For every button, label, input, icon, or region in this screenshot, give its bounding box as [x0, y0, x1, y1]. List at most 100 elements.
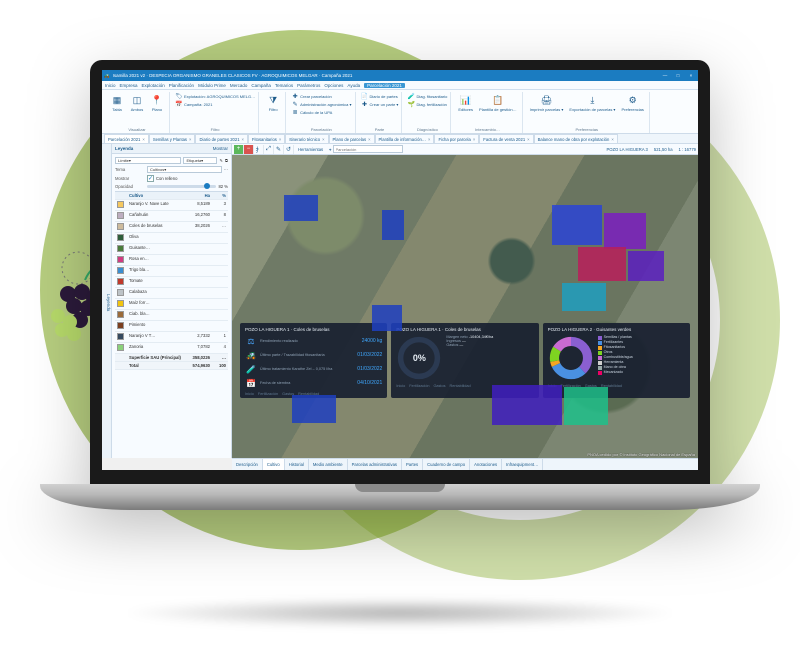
ribbon-line[interactable]: ✎Administración agronómica ▾	[291, 100, 351, 108]
ribbon-line[interactable]: ✚Crear parcelación	[291, 92, 351, 100]
table-row[interactable]: Ciab. bla…	[115, 310, 228, 321]
map-parcel[interactable]	[564, 387, 608, 425]
map-tool-button[interactable]: ⤢	[264, 145, 274, 154]
kpi-tab[interactable]: Inicio	[245, 392, 254, 396]
table-row[interactable]: Naranjo V. Nave Late8,51893	[115, 200, 228, 211]
menu-campaña[interactable]: Campaña	[251, 83, 271, 88]
doctab[interactable]: Parcelación 2021×	[104, 134, 149, 143]
kpi-tab[interactable]: Inicio	[396, 384, 405, 388]
menu-empresa[interactable]: Empresa	[120, 83, 138, 88]
ribbon-line[interactable]: 📅Campaña: 2021	[175, 100, 255, 108]
tema-select[interactable]: Cultivos ▾	[147, 166, 222, 173]
map-search-input[interactable]	[333, 145, 403, 153]
map-tool-button[interactable]: 扌	[254, 145, 264, 154]
kpi-tab[interactable]: Rentabilidad	[450, 384, 471, 388]
exportar-button[interactable]: ⤓Exportación de parcelas ▾	[567, 92, 617, 113]
map-satellite[interactable]: POZO LA HIGUERA 1 · Coles de bruselas⚖Re…	[232, 155, 698, 458]
map-tool-button[interactable]: −	[244, 145, 254, 154]
map-parcel[interactable]	[382, 210, 404, 240]
doctab[interactable]: Factura de venta 2021×	[479, 134, 533, 143]
etiqueta-select[interactable]: Etiqueta ▾	[183, 157, 217, 164]
map-parcel[interactable]	[284, 195, 318, 221]
map-parcel[interactable]	[492, 385, 562, 425]
doctab[interactable]: Fitosanitarios×	[248, 134, 285, 143]
menu-ayuda[interactable]: Ayuda	[347, 83, 360, 88]
doctab[interactable]: Plantilla de información…×	[375, 134, 435, 143]
opacity-slider[interactable]	[147, 185, 216, 188]
bottom-tab[interactable]: Cuaderno de campo	[423, 459, 470, 470]
doctab[interactable]: Semillas y Plantas×	[149, 134, 196, 143]
ribbon-line[interactable]: ✚Crear un parte ▾	[361, 100, 399, 108]
bottom-tab[interactable]: Anotaciones	[470, 459, 502, 470]
ribbon-line[interactable]: 🏷Explotación: AGROQUIMICOS MELG…	[175, 92, 255, 100]
menu-temarios[interactable]: Temarios	[275, 83, 293, 88]
close-tab-icon[interactable]: ×	[279, 137, 281, 142]
tema-settings-icon[interactable]: ⋯	[224, 167, 228, 172]
doctab[interactable]: Itinerario técnico×	[285, 134, 328, 143]
close-tab-icon[interactable]: ×	[142, 137, 144, 142]
preferencias-button[interactable]: ⚙Preferencias	[619, 92, 645, 113]
bottom-tab[interactable]: Medio ambiente	[309, 459, 348, 470]
ambos-button[interactable]: ◫Ambos	[128, 92, 146, 113]
close-tab-icon[interactable]: ×	[322, 137, 324, 142]
menu-módulo prime[interactable]: Módulo Prime	[198, 83, 226, 88]
display-mode-select[interactable]: Límite ▾	[115, 157, 181, 164]
filtro-button[interactable]: ⧩Filtro	[264, 92, 282, 113]
map-parcel[interactable]	[562, 283, 606, 311]
menu-inicio[interactable]: Inicio	[105, 83, 116, 88]
menu-opciones[interactable]: Opciones	[324, 83, 343, 88]
table-row[interactable]: Pimiento	[115, 321, 228, 332]
window-close-button[interactable]: ×	[686, 73, 696, 78]
bottom-tab[interactable]: Parcelas administrativas	[348, 459, 402, 470]
table-row[interactable]: Calabaza	[115, 288, 228, 299]
window-max-button[interactable]: □	[673, 73, 683, 78]
table-row[interactable]: Maíz forr…	[115, 299, 228, 310]
menu-active-module[interactable]: Parcelación 2021	[364, 83, 405, 88]
table-row[interactable]: Zanoria7,07824	[115, 343, 228, 354]
table-row[interactable]: Trigo bla…	[115, 266, 228, 277]
menu-parámetros[interactable]: Parámetros	[297, 83, 320, 88]
goto-icon[interactable]: ⌖	[329, 147, 331, 152]
close-tab-icon[interactable]: ×	[368, 137, 370, 142]
table-row[interactable]: Naranjo V T…2,73321	[115, 332, 228, 343]
close-tab-icon[interactable]: ×	[611, 137, 613, 142]
bottom-tab[interactable]: Descripción	[232, 459, 263, 470]
edit-icon[interactable]: ✎	[219, 158, 223, 163]
editores-button[interactable]: 📊Editores	[456, 92, 475, 113]
ribbon-line[interactable]: 📄Diario de partes	[361, 92, 399, 100]
copy-icon[interactable]: ⧉	[225, 158, 228, 163]
kpi-tab[interactable]: Fertilización	[409, 384, 429, 388]
map-tool-button[interactable]: +	[234, 145, 244, 154]
kpi-tab[interactable]: Fertilización	[258, 392, 278, 396]
map-area[interactable]: +−扌⤢✎↺ Herramientas ⌖ POZO LA HIGUERA 3 …	[232, 144, 698, 458]
side-rail[interactable]: Leyenda	[102, 144, 112, 458]
doctab[interactable]: Balance mano de obra por explotación×	[534, 134, 618, 143]
kpi-tab[interactable]: Gastos	[433, 384, 445, 388]
menu-planificación[interactable]: Planificación	[169, 83, 194, 88]
plantilla-button[interactable]: 📋Plantilla de gestión…	[477, 92, 519, 113]
ribbon-line[interactable]: 🌱Diag. fertilización	[407, 100, 447, 108]
table-row[interactable]: Cañahuán16,27608	[115, 211, 228, 222]
close-tab-icon[interactable]: ×	[527, 137, 529, 142]
con-relleno-checkbox[interactable]	[147, 175, 154, 182]
table-row[interactable]: Guisante…	[115, 244, 228, 255]
bottom-tab[interactable]: Historial	[285, 459, 309, 470]
table-row[interactable]: Coles de bruselas38,2026…	[115, 222, 228, 233]
ribbon-line[interactable]: 🧪Diag. fitosanitario	[407, 92, 447, 100]
menu-explotación[interactable]: Explotación	[142, 83, 165, 88]
menu-mercado[interactable]: Mercado	[230, 83, 248, 88]
bottom-tab[interactable]: Cultivo	[263, 459, 285, 470]
map-parcel[interactable]	[292, 395, 336, 423]
table-row[interactable]: Tomate	[115, 277, 228, 288]
plano-button[interactable]: 📍Plano	[148, 92, 166, 113]
bottom-tab[interactable]: Infraequipment…	[502, 459, 543, 470]
close-tab-icon[interactable]: ×	[428, 137, 430, 142]
tabla-button[interactable]: ▦Tabla	[108, 92, 126, 113]
doctab[interactable]: Plano de parcelas×	[329, 134, 375, 143]
map-parcel[interactable]	[604, 213, 646, 249]
close-tab-icon[interactable]: ×	[189, 137, 191, 142]
ribbon-line[interactable]: ≣Cálculo de la UPA	[291, 108, 351, 116]
map-parcel[interactable]	[372, 305, 402, 331]
close-tab-icon[interactable]: ×	[242, 137, 244, 142]
imprimir-button[interactable]: 🖨Imprimir parcelas ▾	[528, 92, 566, 113]
